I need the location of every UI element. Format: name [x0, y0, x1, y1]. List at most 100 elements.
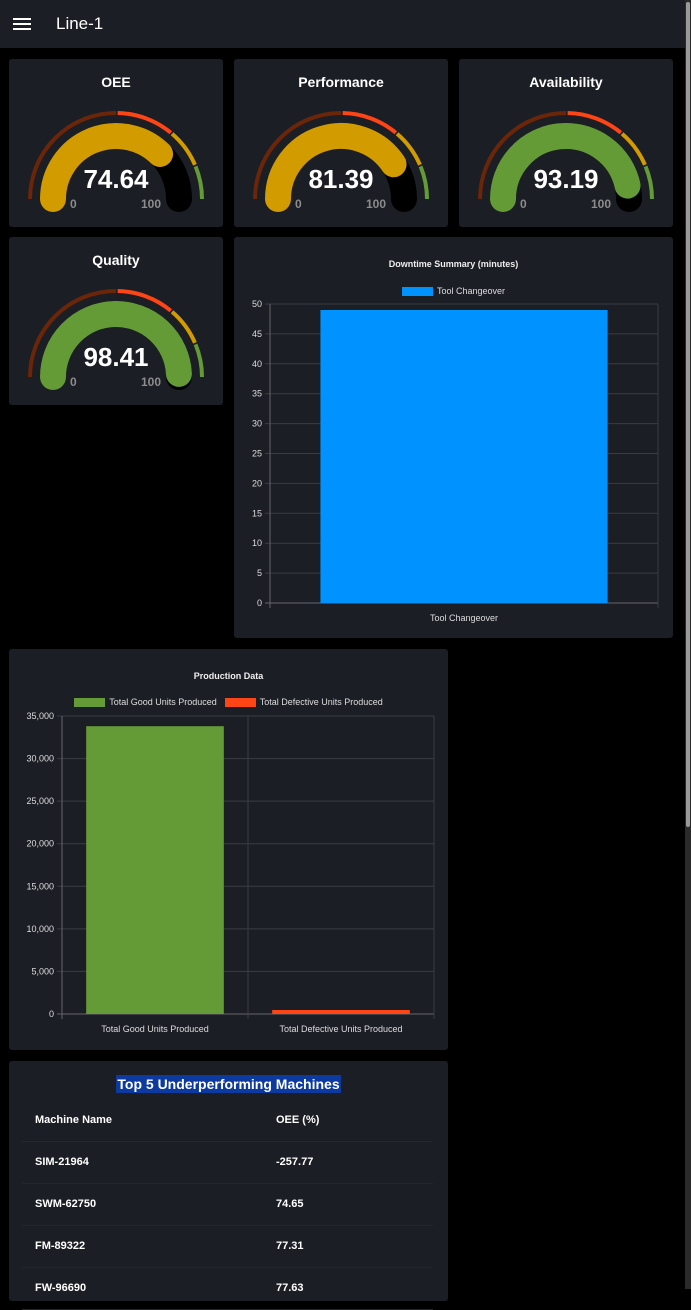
gauge-min: 0: [70, 375, 77, 389]
y-tick-label: 35,000: [26, 711, 54, 721]
y-tick-label: 10: [252, 538, 262, 548]
gauge-max: 100: [591, 197, 612, 211]
gauge-band: [170, 310, 197, 344]
x-tick-label: Total Good Units Produced: [101, 1024, 209, 1034]
gauge-fill: [490, 123, 641, 212]
gauge-title: OEE: [101, 74, 131, 90]
bar: [272, 1009, 410, 1014]
scrollbar-thumb[interactable]: [686, 2, 690, 827]
bar: [320, 309, 608, 603]
y-tick-label: 5,000: [31, 966, 54, 976]
y-tick-label: 25: [252, 449, 262, 459]
y-tick-label: 5: [257, 568, 262, 578]
oee-value: 77.31: [263, 1225, 433, 1268]
gauge-band: [643, 165, 654, 200]
gauge-card-performance: Performance 81.39 0 100: [234, 59, 448, 227]
y-tick-label: 0: [49, 1009, 54, 1019]
legend-item[interactable]: Total Good Units Produced: [74, 697, 217, 707]
gauge-value: 74.64: [83, 164, 149, 194]
gauge-dial: [28, 289, 204, 390]
machine-name: FM-89322: [22, 1225, 263, 1268]
gauge-title: Availability: [529, 74, 603, 90]
legend-swatch: [74, 697, 106, 707]
oee-value: 74.65: [263, 1183, 433, 1226]
gauge-band: [170, 132, 197, 166]
y-tick-label: 30,000: [26, 754, 54, 764]
chart-legend: Tool Changeover: [234, 286, 673, 296]
gauge-max: 100: [366, 197, 387, 211]
table-header-row: Machine Name OEE (%): [22, 1099, 433, 1142]
y-tick-label: 30: [252, 419, 262, 429]
machine-name: SWM-62750: [22, 1183, 263, 1226]
scrollbar[interactable]: [685, 0, 691, 1289]
y-tick-label: 35: [252, 389, 262, 399]
legend-item[interactable]: Total Defective Units Produced: [224, 697, 383, 707]
y-tick-label: 25,000: [26, 796, 54, 806]
table-row: FM-89322 77.31: [22, 1225, 433, 1268]
gauge-value: 81.39: [308, 164, 374, 194]
legend-label: Tool Changeover: [436, 286, 506, 296]
table-row: SIM-21964 -257.77: [22, 1141, 433, 1184]
gauge-max: 100: [141, 375, 162, 389]
chart-legend: Total Good Units Produced Total Defectiv…: [9, 697, 448, 707]
chart-title: Downtime Summary (minutes): [388, 259, 519, 269]
gauge-band: [478, 111, 567, 200]
hamburger-icon[interactable]: [13, 17, 31, 31]
gauge-band: [193, 343, 204, 378]
production-chart: 0 5,000 10,000 15,000 20,000 25,000 30,000 35,0…: [26, 711, 435, 1034]
gauge-min: 0: [295, 197, 302, 211]
gauge-band: [117, 289, 173, 313]
gauge-min: 0: [520, 197, 527, 211]
production-chart-card: Production Data Total Good Units Produce…: [9, 649, 448, 1050]
gauge-fill: [265, 123, 407, 212]
top-bar: Line-1: [0, 0, 685, 48]
x-tick-label: Tool Changeover: [430, 613, 498, 623]
table-row: SWM-62750 74.65: [22, 1183, 433, 1226]
gauge-value: 98.41: [83, 342, 149, 372]
downtime-chart: 0 5 10 15 20 25 30 35 40 45 50 Tool Changeover: [252, 299, 659, 623]
gauge-dial: [28, 111, 204, 212]
table-row: FW-96690 77.63: [22, 1267, 433, 1310]
legend-label: Total Good Units Produced: [109, 697, 217, 707]
gauge-band: [28, 289, 117, 378]
legend-item[interactable]: Tool Changeover: [401, 286, 506, 296]
gauge-band: [193, 165, 204, 200]
gauge-title: Performance: [298, 74, 384, 90]
gauge-band: [117, 111, 173, 135]
x-tick-label: Total Defective Units Produced: [279, 1024, 402, 1034]
downtime-chart-card: Downtime Summary (minutes) Tool Changeov…: [234, 237, 673, 638]
column-header: Machine Name: [22, 1099, 263, 1142]
gauge-fill: [40, 123, 174, 212]
y-tick-label: 20: [252, 478, 262, 488]
gauge-title: Quality: [92, 252, 140, 268]
gauge-dial: [478, 111, 654, 212]
gauge-band: [28, 111, 117, 200]
machine-name: FW-96690: [22, 1267, 263, 1310]
gauge-min: 0: [70, 197, 77, 211]
oee-value: 77.63: [263, 1267, 433, 1310]
gauge-card-quality: Quality 98.41 0 100: [9, 237, 223, 405]
gauge-band: [620, 132, 647, 166]
gauge-card-availability: Availability 93.19 0 100: [459, 59, 673, 227]
gauge-band: [395, 132, 422, 166]
y-tick-label: 45: [252, 329, 262, 339]
gauge-value: 93.19: [533, 164, 599, 194]
y-tick-label: 15: [252, 508, 262, 518]
gauge-dial: [253, 111, 429, 212]
machines-table: Machine Name OEE (%) SIM-21964 -257.77 SW…: [22, 1099, 433, 1310]
legend-label: Total Defective Units Produced: [259, 697, 383, 707]
y-tick-label: 20,000: [26, 839, 54, 849]
y-tick-label: 40: [252, 359, 262, 369]
gauge-band: [342, 111, 398, 135]
bar: [86, 726, 224, 1014]
column-header: OEE (%): [263, 1099, 433, 1142]
gauge-band: [418, 165, 429, 200]
oee-value: -257.77: [263, 1141, 433, 1184]
gauge-card-oee: OEE 74.64 0 100: [9, 59, 223, 227]
y-tick-label: 50: [252, 299, 262, 309]
gauge-band: [567, 111, 623, 135]
legend-swatch: [224, 697, 256, 707]
y-tick-label: 0: [257, 598, 262, 608]
legend-swatch: [401, 286, 433, 296]
gauge-max: 100: [141, 197, 162, 211]
